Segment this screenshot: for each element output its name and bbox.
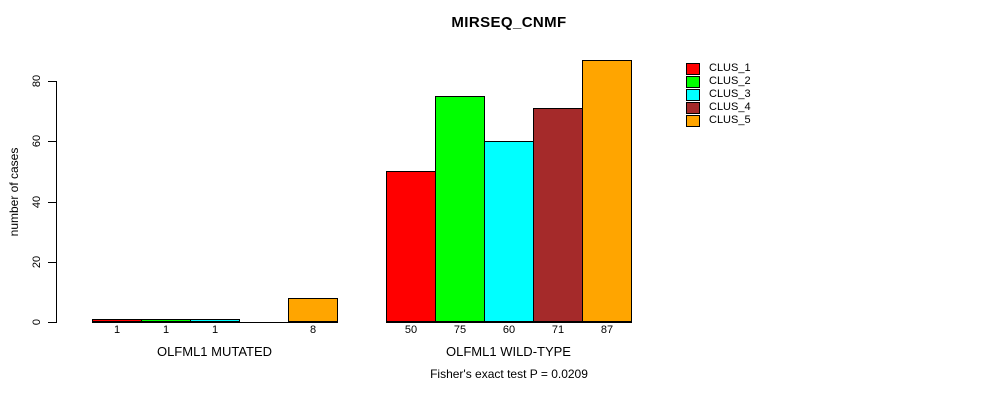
legend-label: CLUS_5 — [709, 114, 751, 126]
category-label: OLFML1 WILD-TYPE — [446, 344, 571, 359]
fisher-test-annotation: Fisher's exact test P = 0.0209 — [430, 367, 588, 381]
bar-value-label: 1 — [113, 324, 121, 336]
y-axis-tick — [48, 262, 56, 263]
y-tick-label: 80 — [31, 74, 43, 88]
y-axis-tick — [48, 202, 56, 203]
y-tick-label: 40 — [31, 195, 43, 209]
y-axis-tick — [48, 141, 56, 142]
category-label: OLFML1 MUTATED — [156, 344, 273, 359]
bar-clus_3 — [484, 141, 534, 322]
bar-clus_3 — [190, 319, 240, 322]
group-baseline — [92, 322, 338, 323]
legend-item: CLUS_2 — [686, 75, 751, 88]
legend-swatch-icon — [686, 75, 700, 88]
legend: CLUS_1 CLUS_2 CLUS_3 CLUS_4 CLUS_5 — [686, 62, 751, 127]
bar-value-label: 87 — [600, 324, 614, 336]
y-axis-tick — [48, 81, 56, 82]
legend-swatch-icon — [686, 114, 700, 127]
y-tick-label: 20 — [31, 255, 43, 269]
legend-item: CLUS_5 — [686, 114, 751, 127]
bar-clus_5 — [582, 60, 632, 322]
legend-label: CLUS_2 — [709, 75, 751, 87]
legend-swatch-icon — [686, 101, 700, 114]
bar-value-label: 1 — [162, 324, 170, 336]
bar-clus_4 — [533, 108, 583, 322]
legend-label: CLUS_4 — [709, 101, 751, 113]
bar-value-label: 60 — [502, 324, 516, 336]
bar-clus_2 — [141, 319, 191, 322]
legend-swatch-icon — [686, 62, 700, 75]
legend-label: CLUS_3 — [709, 88, 751, 100]
bar-clus_2 — [435, 96, 485, 322]
legend-label: CLUS_1 — [709, 62, 751, 74]
y-axis-line — [56, 81, 57, 323]
y-tick-label: 0 — [31, 318, 43, 326]
legend-item: CLUS_3 — [686, 88, 751, 101]
bar-value-label: 50 — [404, 324, 418, 336]
legend-item: CLUS_1 — [686, 62, 751, 75]
chart-title: MIRSEQ_CNMF — [451, 14, 567, 31]
bar-value-label: 1 — [211, 324, 219, 336]
legend-item: CLUS_4 — [686, 101, 751, 114]
bar-clus_5 — [288, 298, 338, 322]
group-baseline — [386, 322, 632, 323]
bar-value-label: 75 — [453, 324, 467, 336]
bar-clus_1 — [92, 319, 142, 322]
bar-clus_1 — [386, 171, 436, 322]
bar-value-label: 71 — [551, 324, 565, 336]
y-axis-tick — [48, 322, 56, 323]
bar-value-label: 8 — [309, 324, 317, 336]
y-tick-label: 60 — [31, 134, 43, 148]
y-axis-label: number of cases — [7, 147, 21, 237]
legend-swatch-icon — [686, 88, 700, 101]
